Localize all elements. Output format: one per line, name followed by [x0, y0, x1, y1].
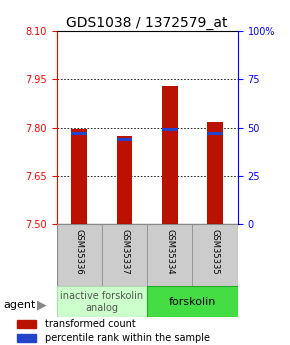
Bar	[17, 334, 37, 342]
Bar	[57, 286, 147, 317]
Bar	[17, 320, 37, 328]
Bar	[117, 136, 133, 224]
Bar	[71, 132, 87, 135]
Text: GSM35337: GSM35337	[120, 229, 129, 275]
Text: GSM35335: GSM35335	[211, 229, 220, 275]
Text: forskolin: forskolin	[169, 297, 216, 307]
Bar	[71, 129, 87, 224]
Bar	[162, 87, 178, 224]
Bar	[193, 224, 238, 286]
Text: agent: agent	[3, 300, 35, 310]
Bar	[57, 224, 102, 286]
Title: GDS1038 / 1372579_at: GDS1038 / 1372579_at	[66, 16, 228, 30]
Text: transformed count: transformed count	[45, 319, 135, 329]
Bar	[207, 132, 223, 135]
Bar	[147, 286, 238, 317]
Text: GSM35336: GSM35336	[75, 229, 84, 275]
Text: inactive forskolin
analog: inactive forskolin analog	[60, 291, 144, 313]
Bar	[117, 138, 133, 140]
Text: percentile rank within the sample: percentile rank within the sample	[45, 333, 210, 343]
Bar	[102, 224, 147, 286]
Bar	[162, 128, 178, 131]
Bar	[207, 122, 223, 224]
Text: ▶: ▶	[37, 299, 47, 312]
Text: GSM35334: GSM35334	[165, 229, 174, 275]
Bar	[147, 224, 193, 286]
